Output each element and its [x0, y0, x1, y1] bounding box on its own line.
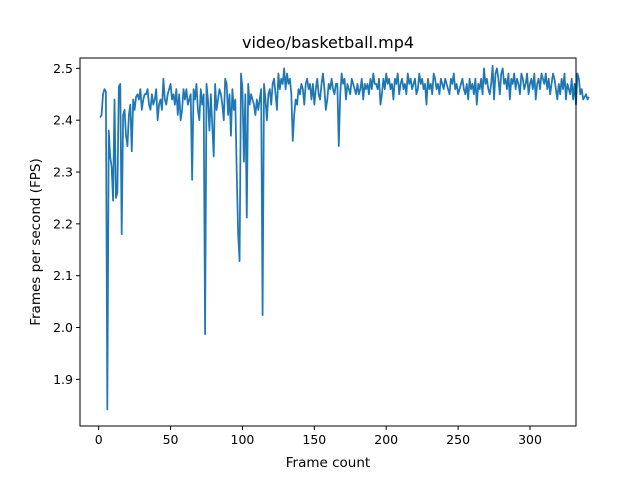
y-tick-label: 2.0	[53, 320, 73, 335]
x-tick-label: 300	[518, 432, 542, 447]
y-tick-label: 2.3	[53, 165, 73, 180]
x-axis-ticks: 0 50 100 150 200 250 300	[95, 426, 542, 447]
x-tick-label: 150	[302, 432, 326, 447]
series-line	[99, 64, 590, 411]
y-tick-label: 1.9	[53, 372, 73, 387]
x-tick-label: 200	[374, 432, 398, 447]
y-axis-label: Frames per second (FPS)	[28, 158, 44, 326]
y-axis-ticks: 1.9 2.0 2.1 2.2 2.3 2.4 2.5	[53, 61, 80, 387]
x-tick-label: 250	[446, 432, 470, 447]
x-tick-label: 0	[95, 432, 103, 447]
axes-frame	[79, 57, 577, 427]
x-tick-label: 50	[163, 432, 179, 447]
chart-title: video/basketball.mp4	[242, 33, 414, 52]
y-tick-label: 2.1	[53, 268, 73, 283]
x-tick-label: 100	[231, 432, 255, 447]
x-axis-label: Frame count	[286, 455, 370, 471]
y-tick-label: 2.5	[53, 61, 73, 76]
y-tick-label: 2.4	[53, 113, 73, 128]
y-tick-label: 2.2	[53, 216, 73, 231]
